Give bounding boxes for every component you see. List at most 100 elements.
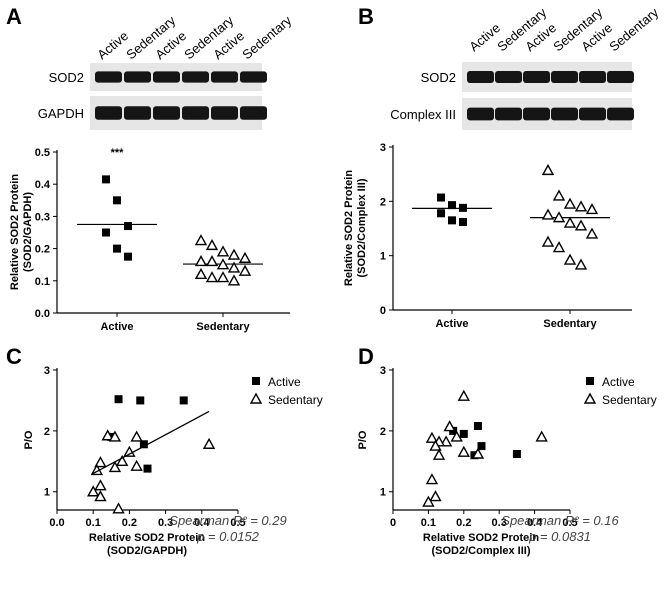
data-point: [473, 422, 482, 430]
data-point: [227, 274, 241, 286]
data-point: [552, 189, 566, 201]
blot-band: [240, 106, 267, 120]
panel-letter: A: [6, 4, 22, 29]
data-point: [429, 490, 442, 502]
trend-line: [92, 410, 210, 475]
y-tick-label: 0.4: [35, 179, 51, 191]
y-tick-label: 2: [44, 426, 50, 438]
x-tick-label: 0.0: [49, 517, 64, 529]
legend-label: Active: [602, 375, 635, 389]
data-point: [429, 439, 442, 451]
blot-lane-label: Active: [466, 20, 503, 54]
blot-band: [240, 71, 267, 83]
legend-marker: [249, 392, 263, 404]
data-point: [179, 396, 188, 405]
data-point: [457, 445, 470, 457]
data-point: [124, 252, 132, 261]
data-point: [108, 430, 122, 442]
y-tick-label: 3: [380, 142, 386, 154]
data-point: [563, 216, 577, 228]
legend-label: Sedentary: [268, 393, 323, 407]
data-point: [448, 201, 456, 210]
blot-band: [153, 106, 180, 120]
data-point: [124, 222, 132, 231]
y-tick-label: 1: [380, 251, 386, 263]
stat-annotation: Spearman R² = 0.29: [169, 513, 286, 528]
x-axis-label: Relative SOD2 Protein: [423, 532, 539, 544]
stat-annotation: p = 0.0152: [196, 529, 260, 544]
data-point: [437, 193, 445, 202]
data-point: [108, 460, 122, 473]
panel-letter: D: [358, 344, 374, 369]
y-axis-label: Relative SOD2 Protein: [9, 174, 21, 290]
blot-band: [523, 71, 550, 83]
x-tick-label: 0.4: [194, 517, 210, 529]
significance: ***: [111, 147, 125, 159]
data-point: [437, 209, 445, 218]
legend-marker: [586, 377, 594, 385]
data-point: [113, 244, 121, 253]
data-point: [102, 175, 110, 184]
data-point: [238, 264, 252, 276]
data-point: [585, 227, 599, 239]
data-point: [94, 479, 107, 491]
data-point: [194, 255, 208, 267]
blot-band: [607, 71, 634, 83]
stat-annotation: p = 0.0831: [528, 529, 591, 544]
x-tick-label: Sedentary: [196, 321, 250, 333]
blot-band: [579, 71, 606, 83]
y-axis-label: (SOD2/Complex III): [356, 178, 368, 277]
y-tick-label: 0.1: [35, 276, 50, 288]
data-point: [432, 448, 446, 460]
blot-band: [211, 71, 238, 83]
x-tick-label: Active: [435, 318, 468, 330]
blot-band: [182, 106, 209, 120]
panel-letter: C: [6, 344, 22, 369]
y-axis-label: P/O: [357, 430, 369, 449]
data-point: [425, 431, 439, 443]
y-tick-label: 2: [380, 426, 386, 438]
blot-band: [211, 106, 238, 120]
data-point: [574, 219, 588, 231]
legend-label: Sedentary: [602, 393, 657, 407]
x-tick-label: 0: [390, 517, 396, 529]
y-axis-label: (SOD2/GAPDH): [22, 192, 34, 272]
data-point: [112, 502, 125, 514]
data-point: [477, 442, 486, 451]
data-point: [216, 245, 230, 257]
data-point: [552, 211, 566, 223]
data-point: [450, 430, 463, 442]
blot-band: [523, 107, 550, 121]
data-point: [123, 445, 136, 457]
legend-marker: [252, 377, 260, 385]
y-tick-label: 1: [380, 487, 386, 499]
blot-band: [153, 71, 180, 83]
x-tick-label: 0.2: [456, 517, 471, 529]
blot-lane-label: Active: [94, 28, 131, 62]
data-point: [512, 450, 521, 458]
blot-row-label: SOD2: [49, 70, 84, 85]
y-tick-label: 1: [44, 487, 50, 499]
data-point: [143, 464, 152, 473]
x-tick-label: 0.2: [122, 517, 137, 529]
data-point: [552, 241, 566, 253]
data-point: [541, 235, 555, 247]
blot-band: [95, 106, 122, 120]
data-point: [94, 456, 107, 468]
data-point: [205, 255, 219, 267]
data-point: [101, 429, 114, 441]
data-point: [94, 490, 107, 502]
data-point: [238, 251, 252, 263]
blot-lane-label: Sedentary: [239, 12, 294, 62]
data-point: [205, 271, 219, 283]
data-point: [87, 485, 100, 497]
y-tick-label: 0.3: [35, 211, 50, 223]
data-point: [457, 389, 470, 401]
blot-row-label: GAPDH: [38, 106, 84, 121]
data-point: [459, 217, 467, 226]
blot-band: [467, 107, 494, 121]
data-point: [459, 429, 468, 438]
data-point: [113, 196, 121, 205]
data-point: [459, 203, 467, 212]
